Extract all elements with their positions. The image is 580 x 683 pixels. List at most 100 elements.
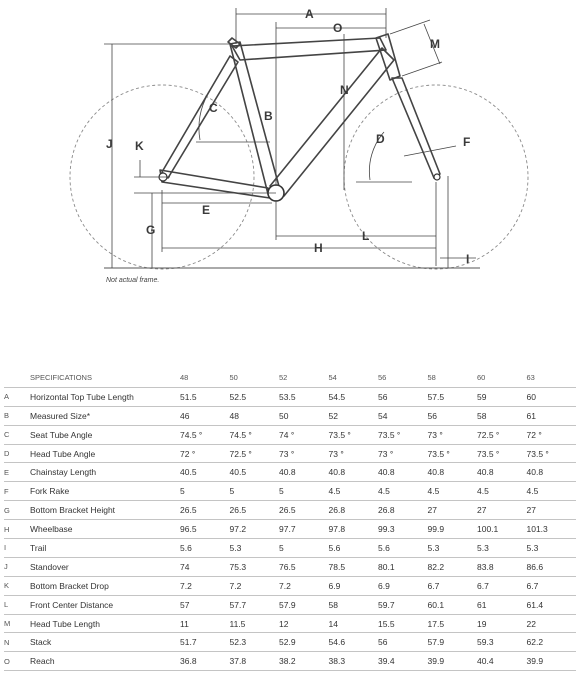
row-value: 99.3	[378, 519, 428, 540]
row-value: 78.5	[328, 557, 378, 577]
table-row: E Chainstay Length 40.5 40.5 40.8 40.8 40.8 40.…	[4, 462, 576, 483]
row-value: 11.5	[229, 614, 279, 634]
row-letter: N	[4, 632, 30, 653]
specifications-table: SPECIFICATIONS 48 50 52 54 56 58 60 63 A…	[4, 369, 576, 672]
table-row: H Wheelbase 96.5 97.2 97.7 97.8 99.3 99.9 100.1 1…	[4, 519, 576, 540]
row-value: 76.5	[279, 557, 329, 577]
row-value: 19	[477, 614, 527, 634]
size-header: 48	[180, 369, 230, 388]
row-value: 72.5 °	[229, 444, 279, 464]
row-name: Reach	[30, 651, 180, 672]
specifications-body: A Horizontal Top Tube Length 51.5 52.5 53.5 5…	[4, 387, 576, 672]
row-value: 5.6	[180, 538, 230, 558]
row-value: 4.5	[427, 481, 477, 502]
row-value: 26.8	[328, 500, 378, 521]
row-name: Bottom Bracket Drop	[30, 576, 180, 596]
table-row: G Bottom Bracket Height 26.5 26.5 26.5 26.8 26…	[4, 500, 576, 521]
row-value: 56	[378, 632, 428, 653]
row-value: 5	[180, 481, 230, 502]
table-row: I Trail 5.6 5.3 5 5.6 5.6 5.3 5.3 5.3	[4, 538, 576, 558]
table-row: K Bottom Bracket Drop 7.2 7.2 7.2 6.9 6.9 6.7 6.…	[4, 576, 576, 596]
row-name: Chainstay Length	[30, 462, 180, 483]
size-header: 58	[427, 369, 477, 388]
row-name: Head Tube Angle	[30, 444, 180, 464]
row-value: 48	[229, 406, 279, 426]
row-value: 5.3	[526, 538, 576, 558]
row-value: 40.8	[526, 462, 576, 483]
row-value: 101.3	[526, 519, 576, 540]
row-value: 57.5	[427, 387, 477, 407]
row-value: 73.5 °	[477, 444, 527, 464]
size-header: 50	[229, 369, 279, 388]
table-row: O Reach 36.8 37.8 38.2 38.3 39.4 39.9 40.4 39.9	[4, 651, 576, 672]
row-letter: A	[4, 387, 30, 407]
row-value: 26.5	[279, 500, 329, 521]
row-value: 40.8	[378, 462, 428, 483]
row-value: 5.3	[229, 538, 279, 558]
row-value: 57.9	[427, 632, 477, 653]
row-value: 5.3	[427, 538, 477, 558]
row-value: 62.2	[526, 632, 576, 653]
label-a: A	[305, 7, 314, 21]
row-value: 46	[180, 406, 230, 426]
row-letter: L	[4, 595, 30, 615]
table-row: F Fork Rake 5 5 5 4.5 4.5 4.5 4.5 4.5	[4, 481, 576, 502]
row-value: 38.2	[279, 651, 329, 672]
table-row: J Standover 74 75.3 76.5 78.5 80.1 82.2 83.8 86.6	[4, 557, 576, 577]
row-value: 73.5 °	[526, 444, 576, 464]
row-name: Standover	[30, 557, 180, 577]
row-letter: F	[4, 481, 30, 502]
row-letter: E	[4, 462, 30, 483]
row-value: 39.9	[526, 651, 576, 672]
row-value: 54.6	[328, 632, 378, 653]
label-f: F	[463, 135, 470, 149]
row-value: 26.5	[180, 500, 230, 521]
row-value: 72.5 °	[477, 425, 527, 445]
row-value: 73 °	[279, 444, 329, 464]
label-m: M	[430, 37, 440, 51]
dimension-lines	[104, 8, 476, 268]
row-name: Front Center Distance	[30, 595, 180, 615]
row-name: Measured Size*	[30, 406, 180, 426]
row-value: 51.7	[180, 632, 230, 653]
row-value: 75.3	[229, 557, 279, 577]
row-value: 61.4	[526, 595, 576, 615]
row-value: 40.8	[279, 462, 329, 483]
label-c: C	[209, 101, 218, 115]
row-value: 56	[378, 387, 428, 407]
row-name: Head Tube Length	[30, 614, 180, 634]
size-header: 52	[279, 369, 329, 388]
row-value: 7.2	[180, 576, 230, 596]
label-k: K	[135, 139, 144, 153]
row-value: 5	[279, 481, 329, 502]
row-value: 96.5	[180, 519, 230, 540]
row-name: Stack	[30, 632, 180, 653]
rear-wheel	[69, 84, 255, 270]
row-value: 97.8	[328, 519, 378, 540]
table-row: L Front Center Distance 57 57.7 57.9 58 59.7 60…	[4, 595, 576, 615]
row-value: 58	[328, 595, 378, 615]
row-letter: C	[4, 425, 30, 445]
row-value: 57.7	[229, 595, 279, 615]
row-value: 74.5 °	[180, 425, 230, 445]
table-row: N Stack 51.7 52.3 52.9 54.6 56 57.9 59.3 62.2	[4, 632, 576, 653]
row-value: 6.7	[427, 576, 477, 596]
label-d: D	[376, 132, 385, 146]
row-value: 5.3	[477, 538, 527, 558]
row-value: 40.5	[180, 462, 230, 483]
row-value: 97.2	[229, 519, 279, 540]
row-value: 100.1	[477, 519, 527, 540]
label-o: O	[333, 21, 342, 35]
table-header-row: SPECIFICATIONS 48 50 52 54 56 58 60 63	[4, 369, 576, 388]
row-value: 74	[180, 557, 230, 577]
label-h: H	[314, 241, 323, 255]
row-value: 5	[229, 481, 279, 502]
row-value: 39.4	[378, 651, 428, 672]
row-name: Wheelbase	[30, 519, 180, 540]
row-value: 5.6	[378, 538, 428, 558]
row-value: 73.5 °	[328, 425, 378, 445]
row-value: 39.9	[427, 651, 477, 672]
row-value: 61	[526, 406, 576, 426]
row-letter: B	[4, 406, 30, 426]
row-value: 36.8	[180, 651, 230, 672]
